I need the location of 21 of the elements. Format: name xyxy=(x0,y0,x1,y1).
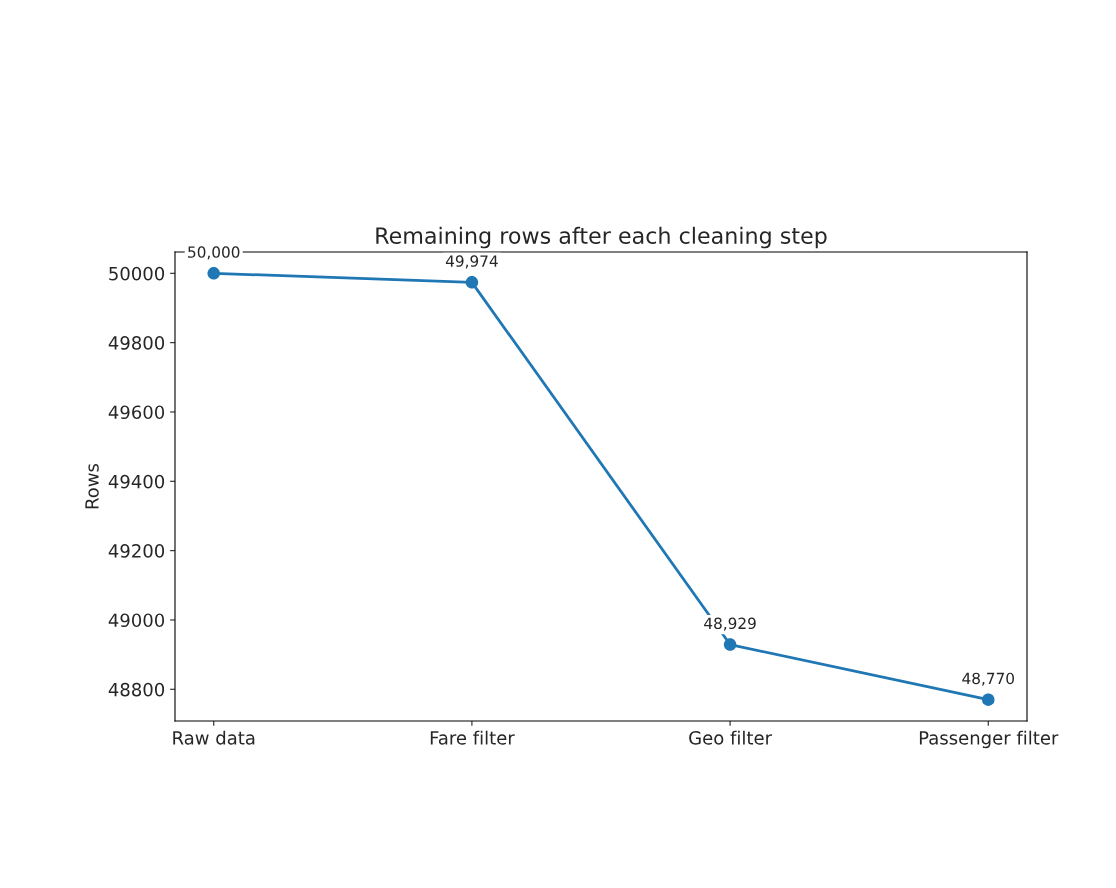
point xyxy=(982,693,995,706)
x-tick-label: Geo filter xyxy=(689,730,773,745)
data-label: 49,974 xyxy=(445,255,498,269)
y-tick-label: 49400 xyxy=(108,474,165,489)
data-label: 48,929 xyxy=(704,617,756,631)
point xyxy=(723,638,737,651)
y-tick-label: 49200 xyxy=(108,544,165,558)
data-label: 48,770 xyxy=(962,672,1014,686)
data-label: 50,000 xyxy=(188,246,240,260)
y-tick-label: 49600 xyxy=(108,405,165,420)
y-tick-label: 49000 xyxy=(108,613,165,628)
point xyxy=(207,267,220,280)
point xyxy=(465,276,479,289)
x-tick-label: Passenger filter xyxy=(919,730,1059,749)
y-tick-label: 48800 xyxy=(108,682,165,697)
chart-title: Remaining rows after each cleaning step xyxy=(376,226,827,249)
x-tick-label: Raw data xyxy=(173,730,255,745)
y-tick-label: 50000 xyxy=(109,266,165,281)
y-axis-title: Rows xyxy=(85,463,99,509)
x-tick-label: Fare filter xyxy=(430,730,515,745)
y-tick-label: 49800 xyxy=(108,336,165,350)
